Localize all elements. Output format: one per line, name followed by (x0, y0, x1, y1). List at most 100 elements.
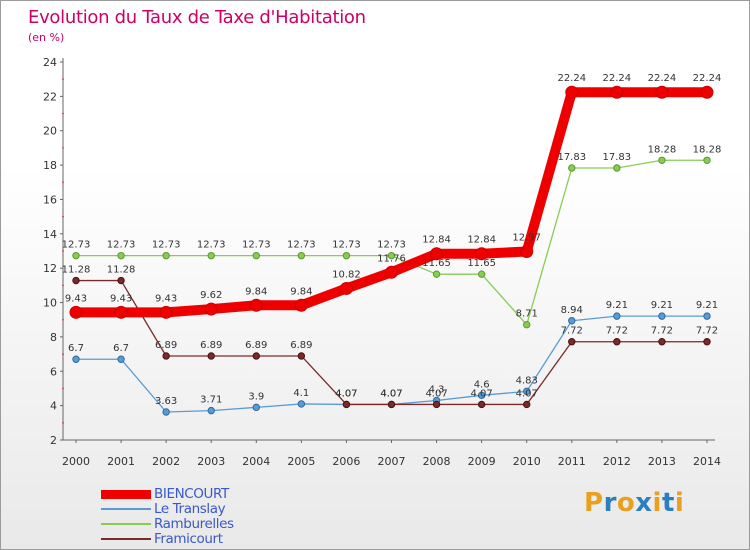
data-label: 4.1 (293, 388, 309, 399)
series-framicourt (72, 276, 711, 409)
data-point (72, 276, 80, 285)
data-label: 18.28 (648, 144, 677, 155)
data-label: 12.73 (332, 240, 361, 251)
data-point (252, 352, 260, 360)
y-tick-label: 10 (43, 297, 57, 310)
data-point (475, 247, 489, 261)
data-point (565, 85, 579, 99)
x-tick-label: 2002 (152, 455, 180, 468)
legend-swatch (101, 523, 151, 525)
x-tick-label: 2005 (287, 455, 315, 468)
data-point (568, 164, 576, 172)
data-point (297, 352, 306, 360)
data-label: 12.73 (62, 240, 91, 251)
data-label: 18.28 (693, 144, 722, 155)
data-point (703, 312, 711, 320)
data-label: 12.73 (287, 240, 316, 251)
data-label: 11.65 (422, 258, 451, 269)
data-label: 7.72 (651, 326, 673, 337)
data-label: 10.82 (332, 269, 361, 280)
data-point (114, 305, 128, 319)
data-label: 17.83 (557, 152, 586, 163)
x-tick-label: 2004 (242, 455, 270, 468)
data-label: 6.7 (113, 343, 129, 354)
data-point (117, 276, 125, 285)
data-label: 7.72 (606, 326, 628, 337)
data-point (207, 406, 215, 415)
y-tick-label: 2 (50, 434, 57, 447)
logo-letter: r (603, 488, 617, 518)
data-point (703, 338, 711, 346)
chart-subtitle: (en %) (28, 31, 65, 44)
data-point (523, 387, 531, 396)
y-minor-tick (62, 387, 64, 390)
data-label: 11.28 (62, 265, 91, 276)
data-point (610, 85, 624, 99)
series-biencourt (69, 85, 714, 319)
data-point (117, 355, 125, 363)
data-label: 11.76 (377, 253, 406, 264)
data-point (568, 317, 576, 325)
data-label: 12.84 (422, 235, 451, 246)
data-label: 17.83 (603, 152, 632, 163)
data-point (658, 156, 666, 164)
y-minor-tick (62, 284, 64, 287)
data-point (700, 85, 714, 99)
y-tick-label: 24 (43, 56, 57, 69)
data-label: 4.07 (380, 388, 402, 399)
data-point (520, 245, 534, 259)
y-tick-label: 18 (43, 159, 57, 172)
series-line (71, 87, 712, 318)
data-point (658, 312, 666, 320)
y-minor-tick (62, 112, 64, 115)
x-tick-label: 2001 (107, 455, 135, 468)
data-label: 6.89 (245, 340, 267, 351)
data-label: 11.28 (107, 265, 136, 276)
x-tick-label: 2000 (62, 455, 90, 468)
data-point (432, 400, 441, 409)
legend-swatch (101, 538, 151, 540)
legend-label: Le Translay (154, 501, 226, 517)
data-label: 9.43 (110, 293, 132, 304)
data-label: 4.07 (380, 388, 402, 399)
series-le-translay (72, 312, 711, 416)
data-point (72, 251, 80, 260)
data-point (703, 156, 711, 164)
data-point (117, 251, 125, 260)
data-point (432, 270, 441, 278)
x-tick-label: 2012 (603, 455, 631, 468)
data-point (430, 247, 444, 261)
data-point (613, 164, 621, 172)
y-tick-label: 20 (43, 125, 57, 138)
data-label: 4.6 (474, 379, 490, 390)
data-label: 9.21 (651, 300, 673, 311)
x-tick-label: 2010 (513, 455, 541, 468)
y-tick-label: 14 (43, 228, 57, 241)
data-point (207, 352, 215, 360)
y-tick-label: 16 (43, 193, 57, 206)
data-label: 8.94 (561, 305, 583, 316)
x-tick-label: 2006 (332, 455, 360, 468)
data-label: 9.62 (200, 290, 222, 301)
x-tick-label: 2008 (423, 455, 451, 468)
data-point (162, 408, 170, 416)
data-label: 3.71 (200, 395, 222, 406)
logo-letter: o (616, 488, 636, 518)
data-label: 4.07 (335, 388, 357, 399)
data-point (162, 251, 170, 260)
y-tick-label: 6 (50, 365, 57, 378)
data-label: 12.73 (107, 240, 136, 251)
data-label: 12.73 (197, 240, 226, 251)
data-label: 6.7 (68, 343, 84, 354)
data-label: 4.07 (516, 388, 538, 399)
data-label: 3.9 (248, 391, 264, 402)
data-point (297, 251, 306, 260)
data-label: 9.21 (606, 300, 628, 311)
data-label: 4.07 (425, 388, 447, 399)
data-label: 12.73 (152, 240, 181, 251)
data-point (207, 251, 215, 260)
data-labels: 9.43 9.43 9.43 9.62 9.84 9.84 10.82 11.76 12.84 1… (62, 73, 722, 407)
data-point (387, 400, 396, 409)
